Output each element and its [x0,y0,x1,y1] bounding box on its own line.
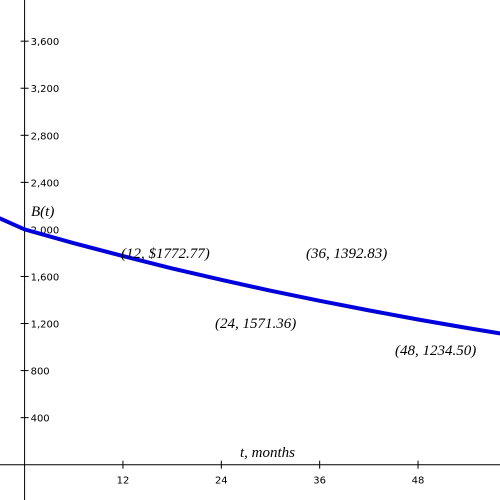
y-tick-label-2400: 2,400 [31,178,60,189]
y-tick-label-400: 400 [31,414,50,425]
y-tick-label-2800: 2,800 [31,131,60,142]
point-label-12: (12, $1772.77) [121,246,210,262]
y-tick-label-3600: 3,600 [31,37,60,48]
x-tick-label-24: 24 [215,476,228,487]
point-label-24: (24, 1571.36) [215,316,296,332]
x-tick-label-48: 48 [412,476,425,487]
y-tick-label-1200: 1,200 [31,320,60,331]
y-tick-label-800: 800 [31,367,50,378]
point-label-48: (48, 1234.50) [395,343,476,359]
series-line [0,216,500,336]
y-axis-label: B(t) [31,204,54,220]
ticks-group: 12 24 36 48 400 800 1,200 1,600 2,000 2,400 2,800 3… [20,37,425,487]
point-label-36: (36, 1392.83) [306,246,387,262]
y-tick-label-1600: 1,600 [31,272,60,283]
x-tick-label-36: 36 [313,476,326,487]
y-tick-label-3200: 3,200 [31,84,60,95]
y-tick-label-2000: 2,000 [31,225,60,236]
x-tick-label-12: 12 [117,476,130,487]
x-axis-label: t, months [240,445,295,461]
